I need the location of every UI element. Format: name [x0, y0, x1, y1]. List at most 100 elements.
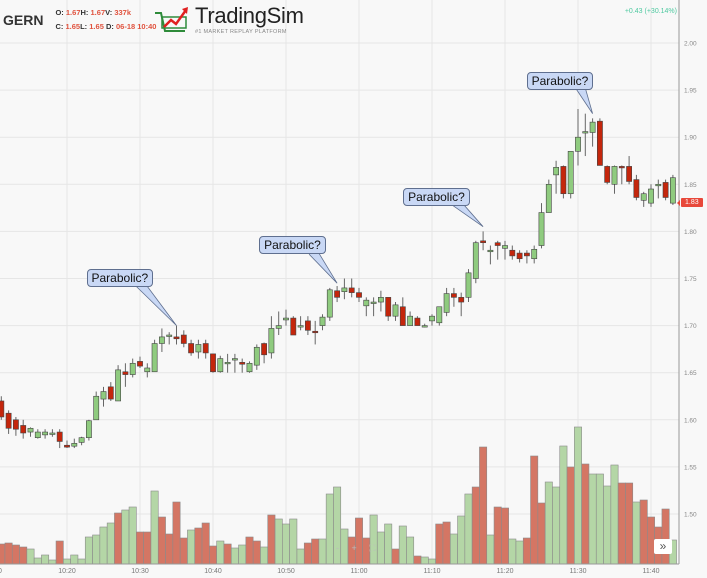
candle-body[interactable]	[42, 431, 48, 436]
candle-body[interactable]	[407, 315, 413, 326]
candle-body[interactable]	[27, 427, 34, 433]
candle-body[interactable]	[312, 330, 319, 334]
high-value: 1.67	[90, 8, 106, 17]
candle-body[interactable]	[304, 320, 311, 331]
candle-body[interactable]	[669, 177, 676, 204]
candle-body[interactable]	[531, 248, 538, 260]
close-label: C:	[55, 22, 64, 31]
candle-body[interactable]	[71, 443, 78, 447]
candle-body[interactable]	[93, 395, 100, 421]
candle-body[interactable]	[34, 431, 41, 438]
candle-body[interactable]	[421, 325, 428, 328]
candle-body[interactable]	[487, 249, 494, 253]
candle-body[interactable]	[239, 362, 246, 365]
candle-body[interactable]	[0, 400, 5, 418]
candle-body[interactable]	[107, 386, 114, 400]
candle-body[interactable]	[290, 317, 297, 336]
candle-body[interactable]	[626, 166, 632, 182]
candle-body[interactable]	[611, 166, 618, 185]
candle-body[interactable]	[159, 336, 165, 344]
candle-body[interactable]	[188, 343, 194, 354]
candle-body[interactable]	[436, 306, 443, 324]
candle-body[interactable]	[348, 287, 355, 293]
candle-body[interactable]	[523, 252, 530, 257]
candle-body[interactable]	[516, 252, 523, 260]
x-tick-label: 10:30	[131, 568, 149, 575]
candle-body[interactable]	[224, 362, 231, 365]
candle-body[interactable]	[341, 287, 348, 292]
candle-body[interactable]	[370, 301, 377, 304]
candle-body[interactable]	[144, 367, 151, 373]
candle-body[interactable]	[545, 184, 552, 213]
candle-body[interactable]	[429, 315, 435, 322]
candle-body[interactable]	[334, 290, 340, 298]
candle-body[interactable]	[326, 289, 333, 318]
candle-body[interactable]	[261, 343, 267, 356]
candle-body[interactable]	[399, 306, 406, 326]
candle-body[interactable]	[582, 131, 589, 134]
candle-body[interactable]	[538, 212, 545, 246]
candle-body[interactable]	[275, 325, 282, 329]
candle-body[interactable]	[567, 151, 574, 195]
candle-body[interactable]	[49, 432, 56, 435]
candle-body[interactable]	[195, 344, 202, 353]
candle-body[interactable]	[502, 245, 508, 249]
candle-body[interactable]	[210, 353, 216, 373]
candle-body[interactable]	[472, 242, 479, 279]
candle-body[interactable]	[5, 412, 12, 429]
zoom-controls[interactable]: - + ⛶	[336, 543, 381, 553]
candle-body[interactable]	[509, 249, 516, 257]
candle-body[interactable]	[13, 419, 19, 430]
candle-body[interactable]	[494, 242, 501, 246]
candle-body[interactable]	[553, 167, 559, 176]
candle-body[interactable]	[78, 437, 85, 443]
candle-body[interactable]	[166, 334, 173, 337]
candle-body[interactable]	[202, 343, 209, 354]
candle-body[interactable]	[618, 166, 625, 169]
price-change: +0.43 (+30.14%)	[624, 8, 677, 15]
candle-body[interactable]	[86, 420, 92, 438]
candle-body[interactable]	[232, 358, 238, 361]
candle-body[interactable]	[137, 361, 143, 367]
candle-body[interactable]	[604, 166, 611, 183]
candle-body[interactable]	[450, 293, 457, 298]
candle-body[interactable]	[173, 336, 180, 340]
candle-body[interactable]	[465, 272, 472, 298]
candle-body[interactable]	[480, 240, 486, 244]
candle-body[interactable]	[253, 346, 260, 366]
candle-body[interactable]	[217, 358, 224, 373]
candle-body[interactable]	[20, 425, 27, 434]
candle-body[interactable]	[297, 325, 304, 328]
candle-body[interactable]	[100, 391, 107, 400]
candle-body[interactable]	[283, 317, 289, 321]
candle-body[interactable]	[129, 362, 136, 375]
candle-body[interactable]	[596, 120, 603, 166]
candle-body[interactable]	[151, 343, 158, 373]
candle-body[interactable]	[56, 431, 63, 442]
candle-body[interactable]	[115, 369, 121, 402]
candle-body[interactable]	[268, 328, 275, 354]
candle-body[interactable]	[443, 293, 450, 313]
candle-body[interactable]	[246, 362, 253, 373]
candle-body[interactable]	[575, 136, 581, 152]
candle-body[interactable]	[640, 193, 647, 201]
candle-body[interactable]	[414, 317, 421, 326]
scroll-right-button[interactable]: »	[654, 539, 672, 554]
candle-body[interactable]	[589, 121, 596, 133]
candle-body[interactable]	[655, 184, 662, 187]
candle-body[interactable]	[64, 444, 70, 448]
candle-body[interactable]	[319, 316, 326, 326]
candle-body[interactable]	[662, 182, 669, 198]
candle-body[interactable]	[560, 166, 567, 195]
candle-body[interactable]	[633, 179, 640, 198]
candle-body[interactable]	[356, 292, 362, 298]
candle-body[interactable]	[122, 371, 129, 375]
candle-body[interactable]	[458, 297, 465, 303]
candle-body[interactable]	[392, 304, 399, 317]
candle-body[interactable]	[180, 334, 187, 344]
candle-body[interactable]	[377, 297, 384, 303]
candle-body[interactable]	[648, 188, 654, 204]
candle-body[interactable]	[363, 299, 370, 307]
candle-body[interactable]	[385, 297, 392, 317]
